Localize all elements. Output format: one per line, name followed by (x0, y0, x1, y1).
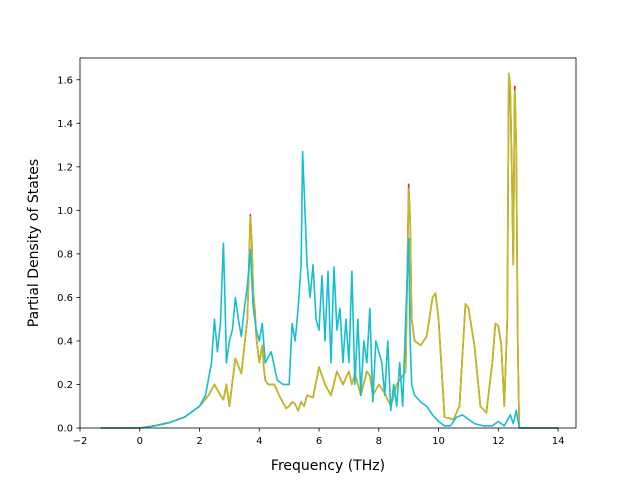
y-tick-label: 1.2 (57, 162, 73, 173)
series-lines (100, 72, 559, 429)
x-tick-label: 0 (137, 436, 143, 447)
series-line-3 (100, 150, 559, 429)
x-tick-label: 4 (256, 436, 262, 447)
x-tick-label: 8 (376, 436, 382, 447)
y-tick-label: 0.8 (57, 249, 73, 260)
plot-frame (79, 57, 577, 429)
y-axis-label: Partial Density of States (26, 159, 42, 327)
y-tick-label: 1.0 (57, 206, 73, 217)
y-tick-label: 0.6 (57, 293, 73, 304)
x-tick-label: 6 (316, 436, 322, 447)
x-tick-label: −2 (73, 436, 88, 447)
x-tick-label: 10 (432, 436, 445, 447)
x-tick-label: 2 (196, 436, 202, 447)
x-tick-label: 14 (552, 436, 565, 447)
y-tick-label: 0.2 (57, 380, 73, 391)
x-axis: −2 0 2 4 6 8 10 12 14 (73, 428, 565, 447)
y-tick-label: 1.4 (57, 119, 73, 130)
y-axis: 0.0 0.2 0.4 0.6 0.8 1.0 1.2 1.4 1.6 (57, 75, 80, 435)
y-tick-label: 0.4 (57, 336, 73, 347)
y-tick-label: 1.6 (57, 75, 73, 86)
x-axis-label: Frequency (THz) (271, 458, 385, 474)
y-tick-label: 0.0 (57, 424, 73, 435)
series-line-2 (100, 72, 559, 429)
x-tick-label: 12 (492, 436, 505, 447)
